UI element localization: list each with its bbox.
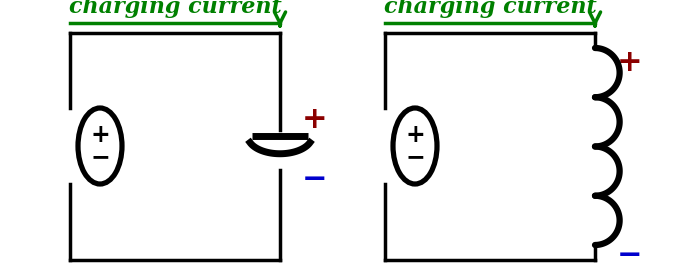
Text: +: + (617, 48, 643, 78)
Text: +: + (302, 105, 328, 135)
Text: −: − (90, 145, 110, 169)
Text: −: − (302, 165, 328, 195)
Text: +: + (405, 123, 425, 147)
Text: −: − (617, 242, 643, 270)
Text: charging current: charging current (69, 0, 281, 18)
Text: +: + (90, 123, 110, 147)
Text: charging current: charging current (384, 0, 596, 18)
Text: −: − (405, 145, 425, 169)
